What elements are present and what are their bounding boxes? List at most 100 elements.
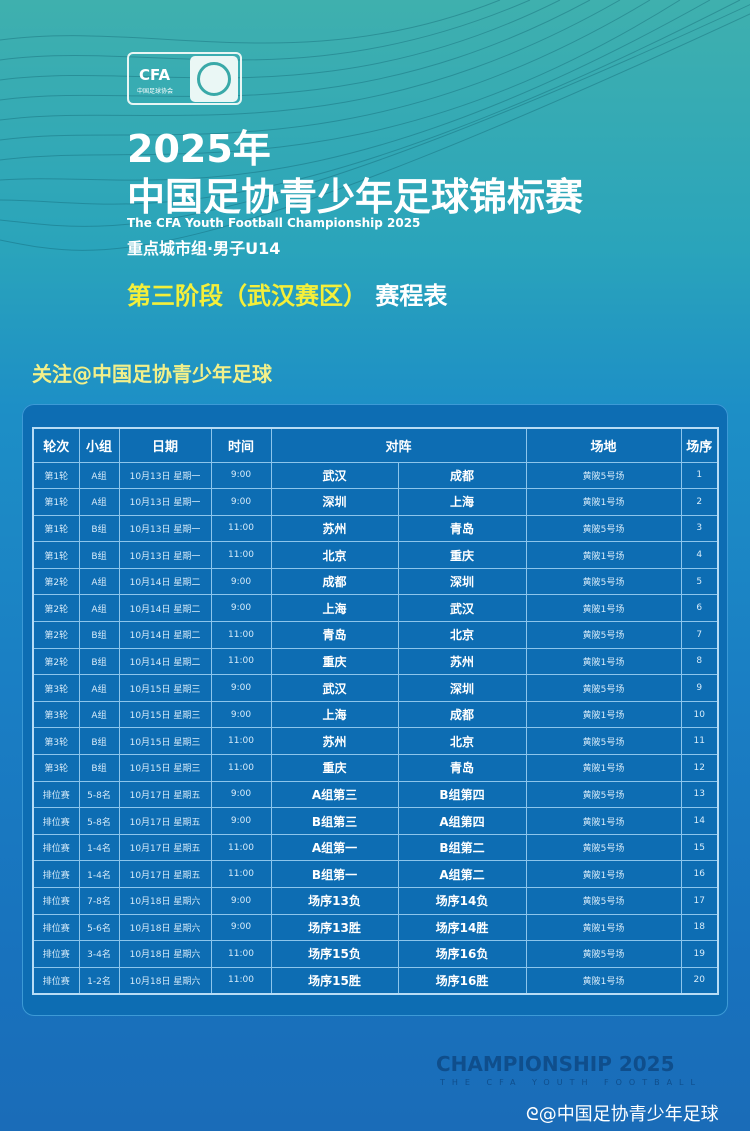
cell-home-team: 场序15胜	[270, 966, 399, 995]
cell-round: 第3轮	[32, 754, 80, 782]
championship-watermark: CHAMPIONSHIP 2025	[436, 1052, 675, 1076]
cell-date: 10月17日 星期五	[118, 807, 212, 835]
weibo-handle: ᘓ@中国足协青少年足球	[526, 1100, 719, 1126]
cell-match-no: 9	[680, 674, 719, 702]
table-row: 第1轮 B组 10月13日 星期一 11:00 苏州 青岛 黄陂5号场 3	[32, 514, 719, 543]
cell-match-no: 19	[680, 940, 719, 968]
schedule-table: 轮次 小组 日期 时间 对阵 场地 场序 第1轮 A组 10月13日 星期一 9:00…	[32, 427, 720, 995]
cell-away-team: A组第二	[397, 860, 527, 888]
table-row: 排位赛 1-4名 10月17日 星期五 11:00 B组第一 A组第二 黄陂1号场 16	[32, 860, 719, 888]
wave-lines-decoration	[0, 0, 750, 251]
cell-venue: 黄陂1号场	[525, 913, 682, 942]
cell-date: 10月13日 星期一	[118, 514, 212, 543]
cell-venue: 黄陂1号场	[525, 647, 682, 676]
cell-date: 10月15日 星期三	[118, 700, 212, 729]
stage-suffix: 赛程表	[375, 282, 448, 310]
cell-date: 10月14日 星期二	[118, 567, 212, 596]
cell-time: 9:00	[210, 488, 272, 516]
cell-away-team: 场序14负	[397, 887, 527, 915]
cell-round: 第2轮	[32, 621, 80, 649]
cell-home-team: 武汉	[270, 461, 399, 490]
header-match-no: 场序	[680, 427, 719, 463]
stage-title: 第三阶段（武汉赛区） 赛程表	[127, 276, 447, 311]
cell-date: 10月15日 星期三	[118, 754, 212, 782]
cell-round: 第3轮	[32, 674, 80, 702]
header-round: 轮次	[32, 427, 80, 463]
cell-away-team: 场序16胜	[397, 966, 527, 995]
cell-away-team: 场序14胜	[397, 913, 527, 942]
cell-time: 11:00	[210, 541, 272, 569]
cell-home-team: 重庆	[270, 647, 399, 676]
cell-away-team: 北京	[397, 727, 527, 756]
cell-round: 排位赛	[32, 940, 80, 968]
cell-date: 10月18日 星期六	[118, 887, 212, 915]
cell-time: 9:00	[210, 887, 272, 915]
cell-match-no: 17	[680, 887, 719, 915]
cell-date: 10月14日 星期二	[118, 621, 212, 649]
cell-group: B组	[78, 647, 120, 676]
cell-away-team: 成都	[397, 700, 527, 729]
cell-home-team: B组第一	[270, 860, 399, 888]
cell-time: 9:00	[210, 807, 272, 835]
cell-home-team: 场序15负	[270, 940, 399, 968]
table-row: 排位赛 7-8名 10月18日 星期六 9:00 场序13负 场序14负 黄陂5号场 17	[32, 887, 719, 915]
cell-match-no: 1	[680, 461, 719, 490]
cell-venue: 黄陂5号场	[525, 940, 682, 968]
cell-match-no: 10	[680, 700, 719, 729]
cell-date: 10月13日 星期一	[118, 541, 212, 569]
cell-time: 9:00	[210, 700, 272, 729]
cell-home-team: 上海	[270, 700, 399, 729]
cell-time: 9:00	[210, 674, 272, 702]
table-row: 第2轮 A组 10月14日 星期二 9:00 成都 深圳 黄陂5号场 5	[32, 567, 719, 596]
cell-time: 9:00	[210, 594, 272, 623]
cell-away-team: 上海	[397, 488, 527, 516]
cfa-logo-text: CFA	[139, 66, 171, 84]
follow-text: 关注@中国足协青少年足球	[32, 362, 272, 386]
cell-venue: 黄陂5号场	[525, 514, 682, 543]
cell-round: 第2轮	[32, 647, 80, 676]
cell-home-team: 武汉	[270, 674, 399, 702]
cell-home-team: 青岛	[270, 621, 399, 649]
cell-group: A组	[78, 700, 120, 729]
cell-home-team: B组第三	[270, 807, 399, 835]
table-row: 第3轮 B组 10月15日 星期三 11:00 苏州 北京 黄陂5号场 11	[32, 727, 719, 756]
table-row: 第1轮 A组 10月13日 星期一 9:00 武汉 成都 黄陂5号场 1	[32, 461, 719, 490]
table-row: 第2轮 A组 10月14日 星期二 9:00 上海 武汉 黄陂1号场 6	[32, 594, 719, 623]
table-row: 第3轮 A组 10月15日 星期三 9:00 武汉 深圳 黄陂5号场 9	[32, 674, 719, 702]
cell-group: B组	[78, 727, 120, 756]
cell-date: 10月13日 星期一	[118, 488, 212, 516]
cell-time: 9:00	[210, 913, 272, 942]
cell-round: 第1轮	[32, 488, 80, 516]
cell-venue: 黄陂1号场	[525, 966, 682, 995]
cell-away-team: 北京	[397, 621, 527, 649]
cell-match-no: 14	[680, 807, 719, 835]
cell-away-team: 场序16负	[397, 940, 527, 968]
cell-home-team: 重庆	[270, 754, 399, 782]
cell-group: B组	[78, 541, 120, 569]
table-row: 排位赛 5-8名 10月17日 星期五 9:00 A组第三 B组第四 黄陂5号场 13	[32, 780, 719, 809]
cell-time: 11:00	[210, 966, 272, 995]
cell-date: 10月17日 星期五	[118, 860, 212, 888]
cell-round: 排位赛	[32, 833, 80, 862]
cell-date: 10月15日 星期三	[118, 727, 212, 756]
cell-date: 10月13日 星期一	[118, 461, 212, 490]
cell-match-no: 4	[680, 541, 719, 569]
cell-away-team: B组第四	[397, 780, 527, 809]
cell-home-team: A组第三	[270, 780, 399, 809]
cell-round: 第1轮	[32, 541, 80, 569]
cell-venue: 黄陂1号场	[525, 754, 682, 782]
table-row: 排位赛 1-2名 10月18日 星期六 11:00 场序15胜 场序16胜 黄陂1号场 20	[32, 966, 719, 995]
cell-time: 11:00	[210, 833, 272, 862]
cell-time: 11:00	[210, 940, 272, 968]
cell-group: A组	[78, 567, 120, 596]
page-title: 中国足协青少年足球锦标赛	[127, 175, 584, 219]
cell-time: 11:00	[210, 860, 272, 888]
category-label: 重点城市组·男子U14	[127, 239, 281, 258]
english-title: The CFA Youth Football Championship 2025	[127, 216, 421, 230]
cell-away-team: 青岛	[397, 514, 527, 543]
cell-away-team: 重庆	[397, 541, 527, 569]
cell-home-team: 深圳	[270, 488, 399, 516]
cell-venue: 黄陂1号场	[525, 594, 682, 623]
cell-group: 1-4名	[78, 833, 120, 862]
header-venue: 场地	[525, 427, 682, 463]
